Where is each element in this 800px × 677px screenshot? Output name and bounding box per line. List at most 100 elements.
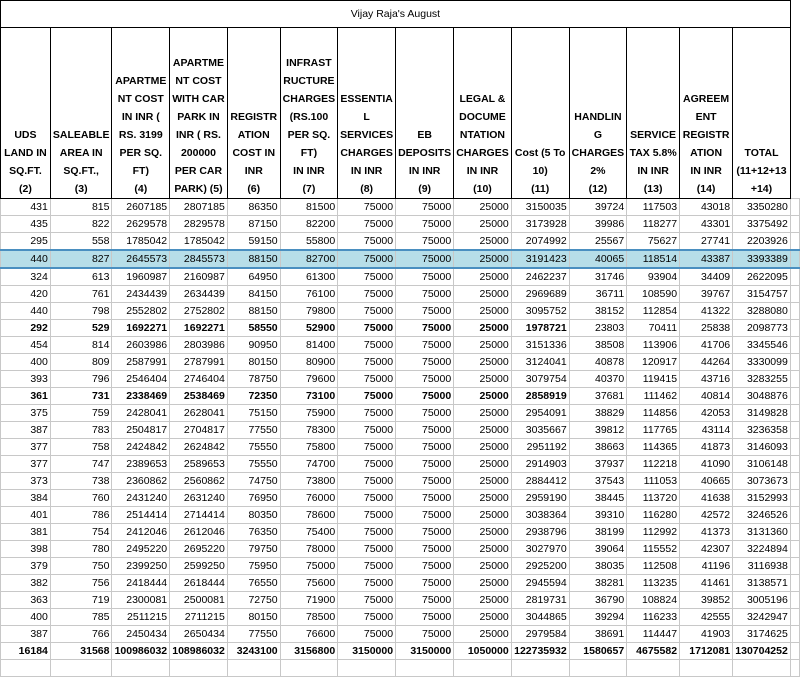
header-cell: LEGAL & DOCUME NTATION CHARGES IN INR (10): [453, 27, 512, 199]
cell: 822: [49, 215, 113, 233]
cell: 75600: [279, 574, 339, 592]
cell: 25000: [453, 249, 512, 269]
data-row: 324 613 1960987 2160987 64950 61300 75000 75000…: [0, 267, 800, 286]
header-line: RS. 3199: [118, 129, 163, 141]
cell: 76100: [279, 285, 339, 303]
cell: 71900: [279, 591, 339, 609]
cell: [789, 285, 800, 303]
cell: 75000: [337, 370, 397, 388]
header-line: Cost (5 To: [514, 147, 566, 159]
cell: [226, 659, 281, 677]
cell: 2803986: [169, 336, 228, 354]
cell: 25000: [453, 421, 512, 439]
cell: 2511215: [111, 608, 171, 626]
header-line: (9): [418, 183, 432, 195]
cell: 90950: [226, 336, 281, 354]
header-line: 200000: [180, 147, 216, 159]
cell: 25000: [453, 608, 512, 626]
header-row: UDS LAND IN SQ.FT. (2) SALEABLE AREA IN SQ.FT.…: [0, 27, 800, 199]
cell: 77550: [226, 625, 281, 643]
cell: 37937: [568, 455, 628, 473]
data-row: 398 780 2495220 2695220 79750 78000 75000 75000…: [0, 540, 800, 558]
cell: 75000: [395, 336, 455, 354]
cell: 38691: [568, 625, 628, 643]
cell: 25000: [453, 198, 512, 216]
cell: 761: [49, 285, 113, 303]
cell: 113906: [626, 336, 681, 354]
cell: 40878: [568, 353, 628, 371]
cell: 3035667: [510, 421, 570, 439]
cell: 2945594: [510, 574, 570, 592]
cell: 112854: [626, 302, 681, 320]
header-cell: APARTME NT COST WITH CAR PARK IN INR ( RS. 20…: [169, 27, 228, 199]
cell: 747: [49, 455, 113, 473]
cell: 2389653: [111, 455, 171, 473]
header-line: REGISTR: [230, 111, 278, 123]
cell: 2752802: [169, 302, 228, 320]
header-line: IN INR: [690, 165, 722, 177]
cell: 114447: [626, 625, 681, 643]
cell: 2552802: [111, 302, 171, 320]
cell: 363: [0, 591, 51, 609]
cell: 3345546: [732, 336, 791, 354]
cell: 2607185: [111, 198, 171, 216]
cell: 75000: [395, 267, 455, 286]
header-line: AGREEM: [683, 93, 730, 105]
cell: 64950: [226, 267, 281, 286]
cell: 75000: [395, 387, 455, 405]
cell: [789, 438, 800, 456]
cell: 75000: [337, 591, 397, 609]
cell: 75150: [226, 404, 281, 422]
cell: 3288080: [732, 302, 791, 320]
header-line: UDS: [14, 129, 37, 141]
cell: 431: [0, 198, 51, 216]
cell: 78000: [279, 540, 339, 558]
cell: 39294: [568, 608, 628, 626]
cell: 40814: [679, 387, 734, 405]
header-line: TOTAL: [744, 147, 779, 159]
header-line: COST IN: [232, 147, 276, 159]
cell: 114365: [626, 438, 681, 456]
cell: 3224894: [732, 540, 791, 558]
cell: 2787991: [169, 353, 228, 371]
header-line: IN INR: [466, 165, 499, 177]
header-cell: UDS LAND IN SQ.FT. (2): [0, 27, 51, 199]
cell: 2807185: [169, 198, 228, 216]
cell: 3375492: [732, 215, 791, 233]
cell: 387: [0, 625, 51, 643]
cell: 2650434: [169, 625, 228, 643]
cell: 398: [0, 540, 51, 558]
cell: 108986032: [169, 642, 228, 660]
cell: 3150035: [510, 198, 570, 216]
header-line: CHARGES: [340, 147, 393, 159]
cell: 55800: [279, 232, 339, 251]
cell: 1050000: [453, 642, 512, 660]
data-row: 373 738 2360862 2560862 74750 73800 75000 75000…: [0, 472, 800, 490]
cell: 1785042: [169, 232, 228, 251]
cell: 116233: [626, 608, 681, 626]
cell: 25838: [679, 319, 734, 337]
header-line: RUCTURE: [283, 75, 335, 87]
cell: 75000: [337, 267, 397, 286]
cell: 1978721: [510, 319, 570, 337]
data-row: 435 822 2629578 2829578 87150 82200 75000 75000…: [0, 215, 800, 233]
cell: 75000: [395, 472, 455, 490]
cell: 122735932: [510, 642, 570, 660]
cell: 785: [49, 608, 113, 626]
cell: 2959190: [510, 489, 570, 507]
cell: 81400: [279, 336, 339, 354]
cell: 435: [0, 215, 51, 233]
cell: 77550: [226, 421, 281, 439]
header-line: EB: [417, 129, 432, 141]
data-row: 375 759 2428041 2628041 75150 75900 75000 75000…: [0, 404, 800, 422]
cell: 2925200: [510, 557, 570, 575]
cell: [790, 28, 799, 199]
header-line: INR ( RS.: [176, 129, 221, 141]
cell: [789, 215, 800, 233]
cell: 75000: [337, 540, 397, 558]
cell: 2829578: [169, 215, 228, 233]
cell: 1785042: [111, 232, 171, 251]
cell: [789, 523, 800, 541]
cell: 78500: [279, 608, 339, 626]
cell: 827: [49, 249, 113, 269]
